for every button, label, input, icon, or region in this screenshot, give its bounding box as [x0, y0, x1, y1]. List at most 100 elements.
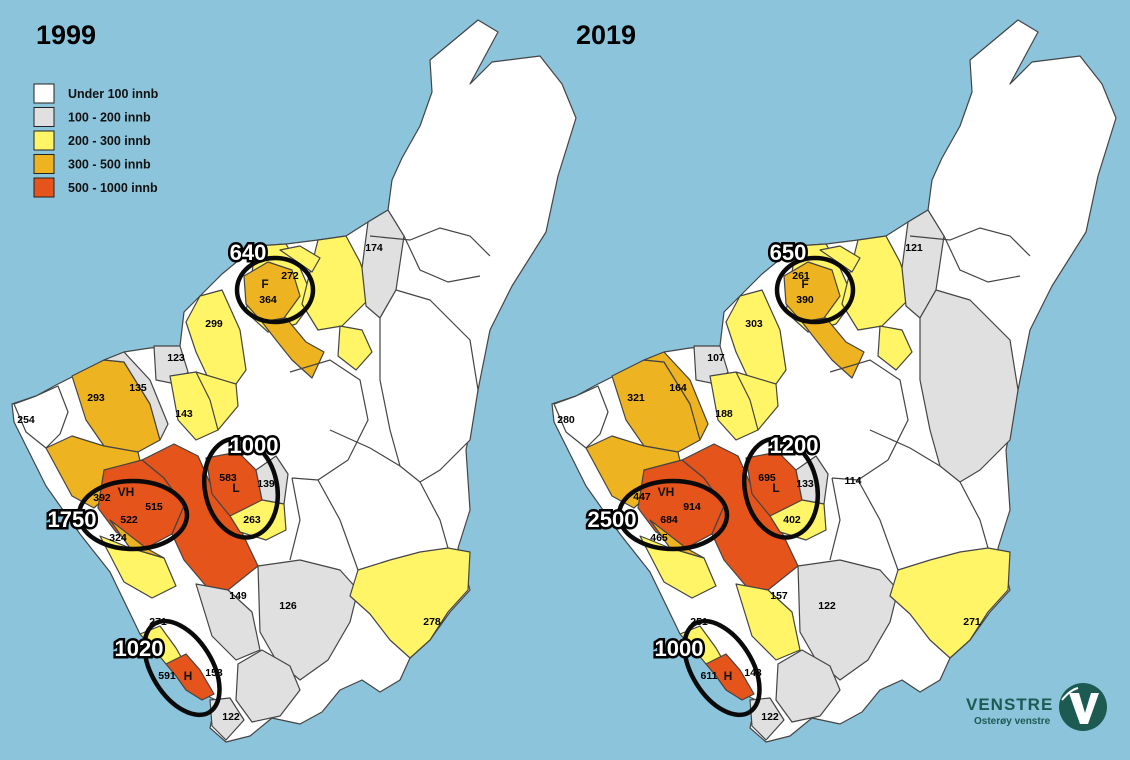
- population-label: 122: [761, 711, 779, 723]
- district-boundary: [369, 227, 491, 257]
- population-label: 583: [219, 472, 237, 484]
- district-boundary: [403, 235, 481, 283]
- population-label: 321: [627, 392, 645, 404]
- settlement-letter: VH: [118, 485, 135, 499]
- legend-swatch: [33, 83, 55, 104]
- district-nwcoast: [553, 385, 609, 449]
- map-2019: 2019 280 321 164 107 188 303 261 390 121 447 914 684…: [551, 19, 1117, 743]
- legend-swatch: [33, 154, 55, 174]
- population-label: 122: [222, 711, 240, 723]
- population-label: 364: [259, 294, 277, 306]
- population-label: 684: [660, 514, 678, 526]
- population-label: 261: [792, 270, 810, 282]
- population-label: 299: [205, 318, 223, 330]
- district-s1: [195, 583, 261, 661]
- population-label: 324: [109, 532, 127, 544]
- legend-swatch: [33, 177, 55, 198]
- district-se: [877, 325, 913, 371]
- map-1999: 1999 254 293 135 123 143 299 272 364 174 392 515 522…: [11, 19, 577, 743]
- cluster-total: 640: [230, 240, 267, 265]
- legend-label: 100 - 200 innb: [68, 111, 151, 125]
- population-label: 123: [167, 352, 185, 364]
- district-f: [783, 261, 841, 323]
- settlement-letter: H: [724, 669, 733, 683]
- population-label: 447: [633, 491, 651, 503]
- population-label: 392: [93, 492, 111, 504]
- population-label: 164: [669, 382, 687, 394]
- settlement-letter: L: [772, 481, 779, 495]
- population-label: 303: [745, 318, 763, 330]
- population-label: 611: [701, 670, 718, 682]
- population-label: 695: [758, 472, 776, 484]
- district-boundary: [869, 429, 941, 467]
- population-label: 135: [129, 382, 147, 394]
- cluster-total: 1020: [115, 636, 164, 661]
- population-label: 107: [707, 352, 725, 364]
- district-south2: [649, 519, 705, 559]
- district-f: [243, 261, 301, 323]
- population-label: 139: [257, 478, 275, 490]
- population-label: 278: [423, 616, 441, 628]
- population-label: 272: [281, 270, 299, 282]
- logo-subtitle: Osterøy venstre: [974, 716, 1051, 727]
- district-le: [795, 455, 829, 505]
- population-label: 591: [158, 670, 176, 682]
- population-label: 174: [365, 242, 383, 254]
- cluster-total: 650: [770, 240, 807, 265]
- venstre-logo: VENSTRE Osterøy venstre: [966, 683, 1107, 731]
- cluster-ring: [742, 436, 820, 540]
- cluster-total: 2500: [588, 507, 637, 532]
- cluster-total: 1750: [48, 507, 97, 532]
- map-year-title: 2019: [576, 20, 636, 50]
- population-label: 143: [175, 408, 193, 420]
- settlement-letter: VH: [658, 485, 675, 499]
- cluster-ring: [202, 436, 280, 540]
- cluster-total: 1000: [655, 636, 704, 661]
- settlement-letter: F: [261, 277, 268, 291]
- population-label: 149: [229, 590, 247, 602]
- population-label: 390: [796, 294, 814, 306]
- legend-label: 500 - 1000 innb: [68, 181, 158, 195]
- population-label: 914: [683, 501, 701, 513]
- district-sec: [889, 547, 1011, 659]
- district-s3: [235, 649, 301, 723]
- district-boundary: [857, 479, 899, 571]
- cluster-ring: [774, 255, 856, 325]
- district-h: [165, 653, 215, 701]
- population-label: 402: [783, 514, 801, 526]
- district-s1: [735, 583, 801, 661]
- district-boundary: [317, 479, 359, 571]
- cluster-total: 1200: [770, 433, 819, 458]
- district-boundary: [959, 481, 989, 549]
- population-label: 126: [279, 600, 297, 612]
- district-le: [255, 455, 289, 505]
- cluster-ring: [682, 618, 762, 718]
- district-mide: [379, 289, 479, 483]
- cluster-total: 1000: [230, 433, 279, 458]
- settlement-letter: H: [184, 669, 193, 683]
- population-label: 157: [770, 590, 788, 602]
- population-label: 133: [796, 478, 814, 490]
- district-west3: [103, 351, 169, 441]
- legend-swatch: [33, 130, 55, 151]
- population-label: 122: [818, 600, 836, 612]
- cluster-ring: [76, 478, 190, 552]
- district-s2: [797, 559, 899, 681]
- legend-swatch: [33, 107, 55, 127]
- district-boundary: [909, 227, 1031, 257]
- district-nwcoast: [13, 385, 69, 449]
- district-boundary: [943, 235, 1021, 283]
- legend: Under 100 innb 100 - 200 innb 200 - 300 in…: [33, 83, 159, 198]
- district-lse: [769, 499, 827, 541]
- district-s2: [257, 559, 359, 681]
- district-mide: [919, 289, 1019, 483]
- settlement-letter: F: [801, 277, 808, 291]
- population-label: 271: [963, 616, 981, 628]
- legend-label: 200 - 300 innb: [68, 134, 151, 148]
- population-label: 188: [715, 408, 733, 420]
- district-boundary: [289, 477, 301, 561]
- population-label: 254: [17, 414, 35, 426]
- cluster-ring: [234, 255, 316, 325]
- district-west3: [643, 351, 709, 441]
- district-hs: [749, 697, 785, 741]
